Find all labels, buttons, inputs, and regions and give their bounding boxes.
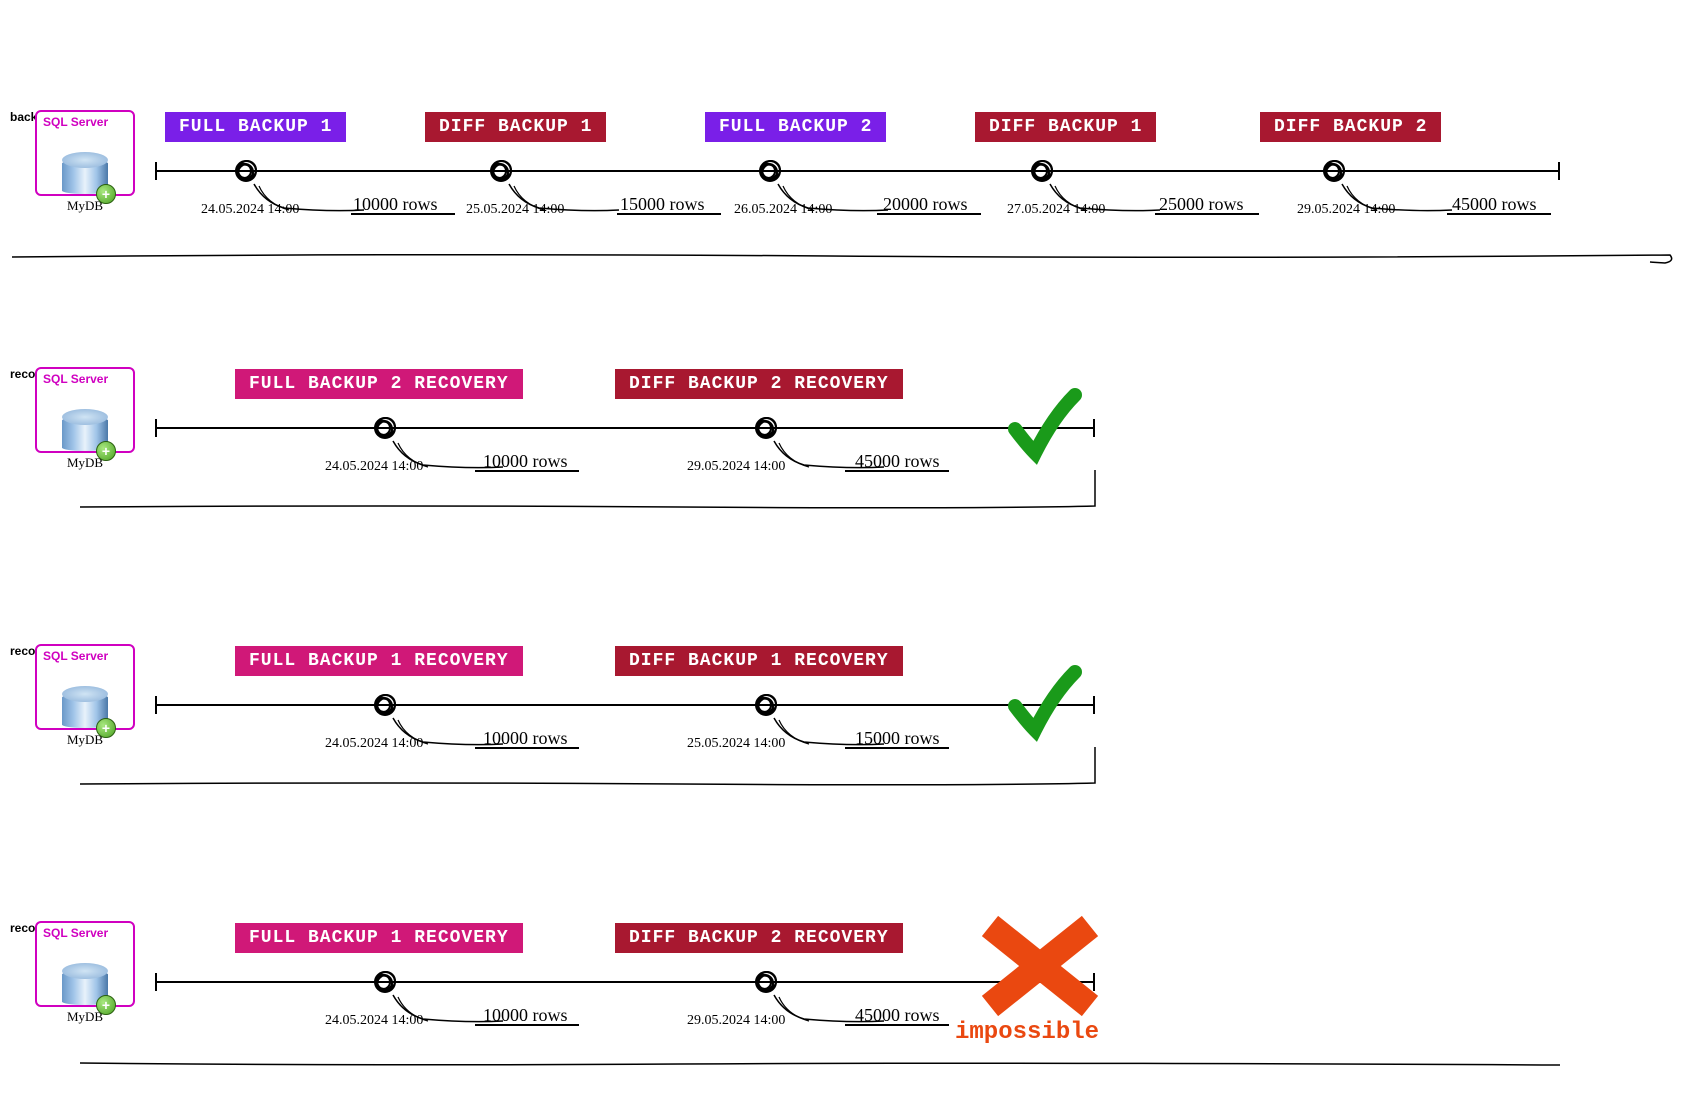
wrap-line [80, 782, 1673, 796]
date-label: 25.05.2024 14:00 [687, 736, 785, 752]
timeline-knot [231, 156, 261, 186]
timeline-knot [751, 690, 781, 720]
backup-badge: FULL BACKUP 1 [165, 112, 346, 142]
db-server-label: SQL Server [43, 115, 108, 129]
timeline-knot [755, 156, 785, 186]
backup-badge: DIFF BACKUP 1 [425, 112, 606, 142]
rows-underline [1447, 213, 1551, 215]
recovery-section-3: SQL Server + MyDB FULL BACKUP 1 RECOVERY… [10, 921, 1673, 1071]
timeline-knot [370, 967, 400, 997]
db-block: SQL Server + MyDB [35, 644, 135, 748]
date-label: 24.05.2024 14:00 [201, 202, 299, 218]
db-frame: SQL Server + [35, 110, 135, 196]
recovery-timeline-1: FULL BACKUP 2 RECOVERY DIFF BACKUP 2 RECO… [155, 367, 1663, 487]
db-block: SQL Server + MyDB [35, 921, 135, 1025]
date-label: 25.05.2024 14:00 [466, 202, 564, 218]
db-icon: + [58, 686, 112, 736]
backup-badge: DIFF BACKUP 2 RECOVERY [615, 923, 903, 953]
timeline-axis [155, 981, 1095, 983]
backup-badge: DIFF BACKUP 2 [1260, 112, 1441, 142]
backup-badge: FULL BACKUP 2 [705, 112, 886, 142]
timeline-knot [751, 967, 781, 997]
check-icon [1005, 387, 1085, 480]
db-block: SQL Server + MyDB [35, 367, 135, 471]
rows-label: 10000 rows [483, 1005, 568, 1026]
timeline-knot [751, 413, 781, 443]
timeline-axis [155, 427, 1095, 429]
backup-timeline: FULL BACKUP 1 DIFF BACKUP 1 FULL BACKUP 2 D… [155, 110, 1663, 230]
db-server-label: SQL Server [43, 649, 108, 663]
timeline-knot [1319, 156, 1349, 186]
db-block: SQL Server + MyDB [35, 110, 135, 214]
backup-badge: FULL BACKUP 1 RECOVERY [235, 923, 523, 953]
backup-section: SQL Server + MyDB FULL BACKUP 1 DIFF BACK… [10, 110, 1673, 240]
backup-badge: DIFF BACKUP 2 RECOVERY [615, 369, 903, 399]
timeline-knot [370, 413, 400, 443]
date-label: 29.05.2024 14:00 [687, 1013, 785, 1029]
rows-underline [877, 213, 981, 215]
db-icon: + [58, 409, 112, 459]
rows-label: 10000 rows [483, 451, 568, 472]
rows-label: 10000 rows [353, 194, 438, 215]
backup-badge: DIFF BACKUP 1 [975, 112, 1156, 142]
rows-underline [845, 470, 949, 472]
rows-label: 20000 rows [883, 194, 968, 215]
rows-label: 25000 rows [1159, 194, 1244, 215]
timeline-knot [486, 156, 516, 186]
rows-label: 45000 rows [855, 1005, 940, 1026]
rows-underline [617, 213, 721, 215]
rows-underline [475, 1024, 579, 1026]
recovery-timeline-2: FULL BACKUP 1 RECOVERY DIFF BACKUP 1 RECO… [155, 644, 1663, 764]
plus-icon: + [96, 718, 116, 738]
rows-label: 15000 rows [620, 194, 705, 215]
wrap-line [80, 505, 1673, 519]
rows-label: 15000 rows [855, 728, 940, 749]
timeline-knot [370, 690, 400, 720]
date-label: 27.05.2024 14:00 [1007, 202, 1105, 218]
db-icon: + [58, 152, 112, 202]
date-label: 26.05.2024 14:00 [734, 202, 832, 218]
timeline-axis [155, 704, 1095, 706]
rows-label: 10000 rows [483, 728, 568, 749]
recovery-section-1: SQL Server + MyDB FULL BACKUP 2 RECOVERY… [10, 367, 1673, 497]
backup-badge: DIFF BACKUP 1 RECOVERY [615, 646, 903, 676]
date-label: 24.05.2024 14:00 [325, 736, 423, 752]
db-server-label: SQL Server [43, 926, 108, 940]
rows-underline [351, 213, 455, 215]
rows-underline [475, 470, 579, 472]
rows-label: 45000 rows [855, 451, 940, 472]
backup-badge: FULL BACKUP 2 RECOVERY [235, 369, 523, 399]
date-label: 29.05.2024 14:00 [1297, 202, 1395, 218]
rows-underline [475, 747, 579, 749]
db-frame: SQL Server + [35, 367, 135, 453]
recovery-section-2: SQL Server + MyDB FULL BACKUP 1 RECOVERY… [10, 644, 1673, 774]
date-label: 24.05.2024 14:00 [325, 459, 423, 475]
rows-underline [1155, 213, 1259, 215]
db-frame: SQL Server + [35, 921, 135, 1007]
section-divider [10, 250, 1673, 262]
impossible-label: impossible [955, 1019, 1099, 1046]
db-server-label: SQL Server [43, 372, 108, 386]
plus-icon: + [96, 995, 116, 1015]
rows-underline [845, 1024, 949, 1026]
recovery-timeline-3: FULL BACKUP 1 RECOVERY DIFF BACKUP 2 RECO… [155, 921, 1663, 1041]
timeline-knot [1027, 156, 1057, 186]
date-label: 29.05.2024 14:00 [687, 459, 785, 475]
date-label: 24.05.2024 14:00 [325, 1013, 423, 1029]
cross-icon [975, 911, 1105, 1028]
plus-icon: + [96, 441, 116, 461]
db-icon: + [58, 963, 112, 1013]
timeline-axis [155, 170, 1560, 172]
backup-badge: FULL BACKUP 1 RECOVERY [235, 646, 523, 676]
plus-icon: + [96, 184, 116, 204]
db-frame: SQL Server + [35, 644, 135, 730]
rows-label: 45000 rows [1452, 194, 1537, 215]
wrap-line [80, 1061, 1673, 1075]
rows-underline [845, 747, 949, 749]
check-icon [1005, 664, 1085, 757]
